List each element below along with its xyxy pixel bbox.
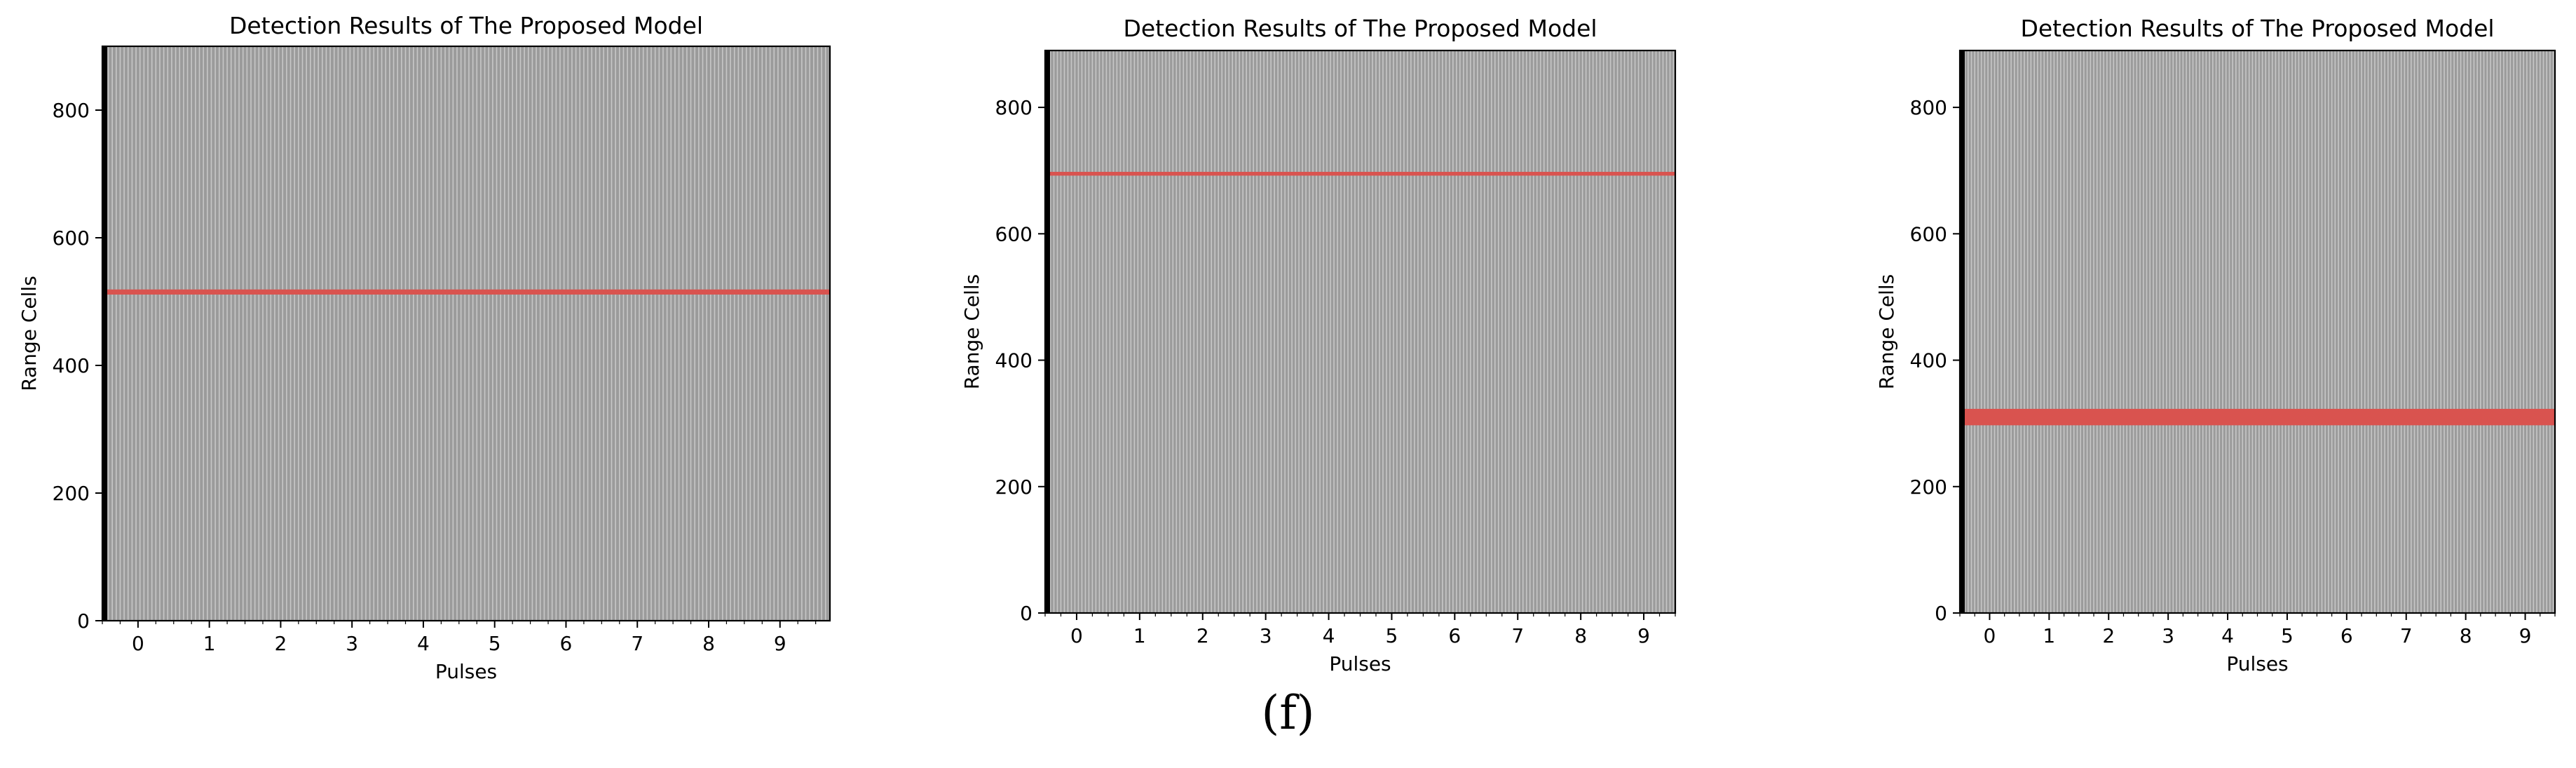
x-tick-label: 1 (203, 632, 216, 655)
heatmap-cell-grid (104, 46, 830, 621)
y-tick-label: 200 (995, 476, 1033, 499)
x-tick-label: 9 (1637, 624, 1650, 647)
x-tick-label: 6 (2340, 624, 2353, 647)
x-tick-label: 8 (2460, 624, 2472, 647)
figure-caption: (f) (1261, 686, 1315, 740)
x-tick-label: 9 (2519, 624, 2532, 647)
chart-title: Detection Results of The Proposed Model (1123, 15, 1597, 42)
y-tick-label: 600 (995, 222, 1033, 245)
y-tick-label: 400 (1910, 349, 1947, 372)
y-tick-label: 600 (53, 227, 90, 250)
x-tick-label: 9 (774, 632, 786, 655)
x-tick-label: 0 (132, 632, 144, 655)
x-tick-label: 8 (702, 632, 715, 655)
y-tick-label: 400 (53, 354, 90, 377)
y-tick-label: 200 (1910, 476, 1947, 499)
x-tick-label: 2 (274, 632, 287, 655)
heatmap-cell-grid (1046, 50, 1675, 613)
x-tick-label: 0 (1070, 624, 1083, 647)
y-tick-label: 200 (53, 482, 90, 505)
x-tick-label: 3 (1260, 624, 1272, 647)
heatmap-background (1960, 50, 2555, 613)
x-tick-label: 0 (1984, 624, 1996, 647)
y-tick-label: 800 (1910, 96, 1947, 119)
x-tick-label: 3 (346, 632, 358, 655)
x-tick-label: 1 (2043, 624, 2055, 647)
chart-title: Detection Results of The Proposed Model (229, 12, 703, 39)
detection-band-1 (1045, 172, 1675, 176)
x-tick-label: 4 (417, 632, 430, 655)
y-tick-label: 800 (995, 96, 1033, 119)
x-tick-label: 5 (1386, 624, 1398, 647)
x-tick-label: 2 (1197, 624, 1209, 647)
y-tick-label: 800 (53, 99, 90, 122)
y-tick-label: 400 (995, 349, 1033, 372)
x-tick-label: 1 (1133, 624, 1146, 647)
x-tick-label: 7 (631, 632, 643, 655)
y-tick-label: 0 (77, 609, 90, 633)
x-tick-label: 4 (2221, 624, 2234, 647)
y-axis-label: Range Cells (18, 276, 41, 391)
axis-left-edge (1960, 50, 1965, 613)
x-tick-label: 7 (1511, 624, 1524, 647)
y-tick-label: 600 (1910, 222, 1947, 245)
x-tick-label: 5 (2281, 624, 2294, 647)
x-tick-label: 3 (2162, 624, 2174, 647)
x-tick-label: 2 (2102, 624, 2115, 647)
x-axis-label: Pulses (435, 660, 497, 683)
chart-panel-2: 0 1 2 3 4 5 6 7 8 9 0 200 400 600 800 Detection Results… (960, 15, 1677, 675)
x-tick-label: 4 (1323, 624, 1335, 647)
chart-panel-1: 0 1 2 3 4 5 6 7 8 9 0 200 400 600 800 Detection Results… (18, 12, 831, 683)
axis-left-edge (102, 46, 107, 621)
detection-band-1 (102, 289, 830, 295)
y-axis-label: Range Cells (960, 274, 983, 390)
axis-left-edge (1045, 50, 1050, 613)
x-axis-label: Pulses (2226, 652, 2288, 675)
plot-frame (101, 45, 831, 622)
x-tick-label: 8 (1574, 624, 1587, 647)
x-tick-label: 5 (489, 632, 501, 655)
x-axis-label: Pulses (1329, 652, 1391, 675)
x-tick-label: 6 (560, 632, 573, 655)
heatmap-background (1045, 50, 1675, 613)
x-tick-label: 6 (1448, 624, 1461, 647)
detection-band-1 (1960, 408, 2555, 426)
y-axis-label: Range Cells (1875, 274, 1898, 390)
chart-title: Detection Results of The Proposed Model (2020, 15, 2494, 42)
chart-panel-3: 0 1 2 3 4 5 6 7 8 9 0 200 400 600 800 Detection Results… (1875, 15, 2556, 675)
y-tick-label: 0 (1935, 602, 1947, 625)
x-tick-label: 7 (2400, 624, 2413, 647)
y-tick-label: 0 (1020, 602, 1033, 625)
